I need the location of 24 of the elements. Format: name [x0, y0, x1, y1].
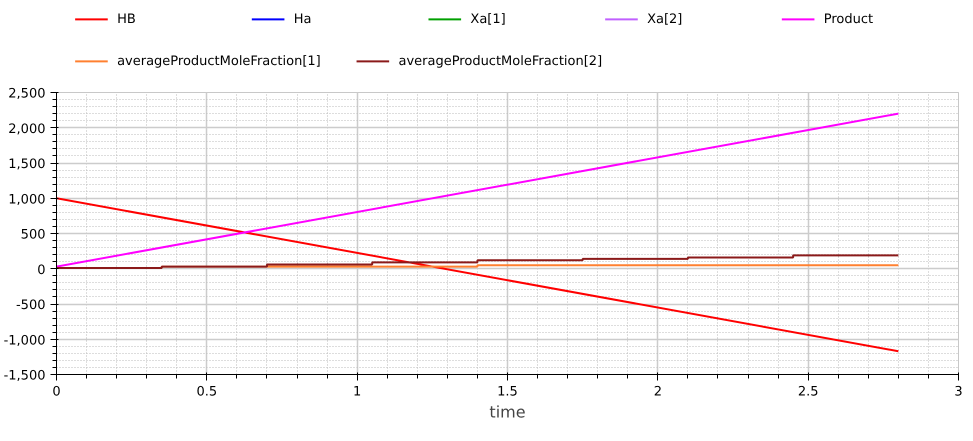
- legend-label: Ha: [294, 12, 312, 27]
- x-tick-label: 0.5: [196, 384, 218, 400]
- x-tick-label: 1.5: [497, 384, 518, 400]
- legend-label: Xa[2]: [647, 12, 682, 27]
- y-tick-label: 1,000: [8, 192, 46, 208]
- x-axis-title: time: [489, 402, 526, 422]
- y-tick-label: 2,000: [8, 122, 46, 137]
- y-tick-label: 500: [20, 228, 46, 242]
- y-tick-label: -1,500: [4, 368, 46, 384]
- legend-label: Product: [824, 12, 874, 27]
- legend-label: averageProductMoleFraction[2]: [398, 54, 602, 69]
- x-tick-label: 0: [52, 384, 61, 400]
- y-tick-label: 0: [37, 262, 46, 278]
- y-tick-label: -500: [16, 298, 46, 313]
- x-tick-label: 2.5: [798, 384, 819, 400]
- x-tick-label: 3: [954, 384, 963, 400]
- x-tick-label: 1: [353, 384, 362, 400]
- x-tick-label: 2: [654, 384, 662, 400]
- y-tick-label: 1,500: [8, 157, 46, 172]
- legend-label: HB: [117, 12, 136, 27]
- y-tick-label: 2,500: [8, 86, 46, 102]
- legend-label: averageProductMoleFraction[1]: [117, 54, 321, 69]
- legend-label: Xa[1]: [470, 12, 506, 27]
- y-tick-label: -1,000: [4, 333, 46, 348]
